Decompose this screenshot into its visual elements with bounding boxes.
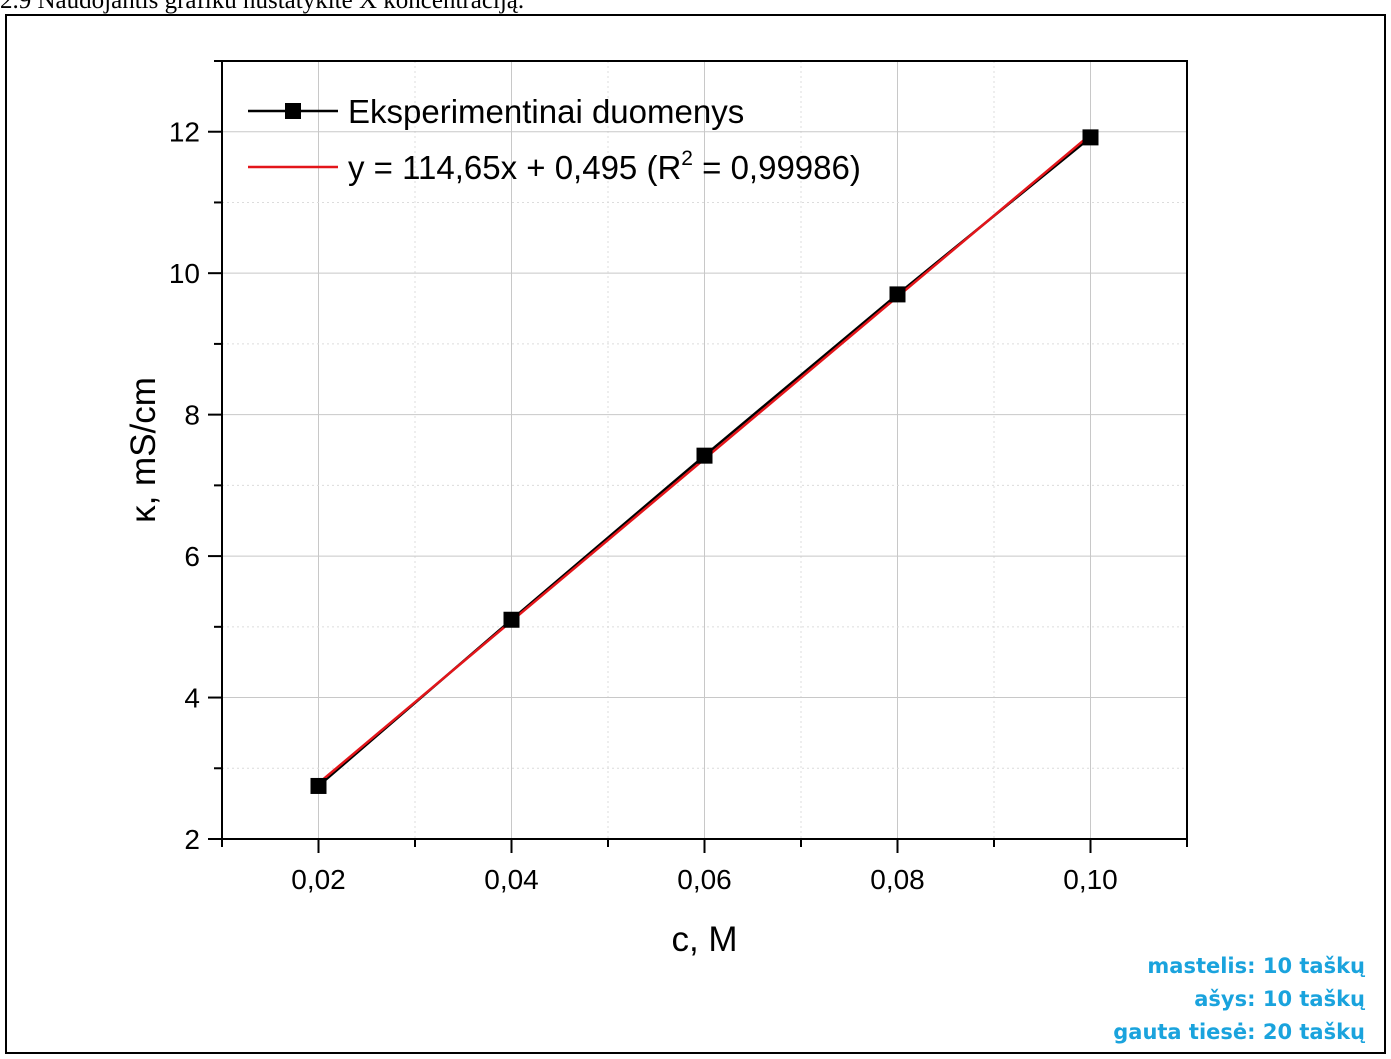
x-axis-title: c, M: [671, 920, 737, 959]
score-axes: ašys: 10 taškų: [1194, 987, 1365, 1011]
legend-marker-experimental: [285, 103, 301, 119]
data-point-marker: [310, 777, 327, 794]
answer-frame: [5, 14, 1386, 1054]
y-tick-label: 4: [184, 683, 200, 714]
y-tick-label: 8: [184, 400, 200, 431]
data-point-marker: [503, 611, 520, 628]
x-tick-label: 0,04: [484, 864, 539, 895]
y-tick-label: 2: [184, 824, 200, 855]
y-axis-title: κ, mS/cm: [124, 377, 163, 523]
question-heading: 2.9 Naudojantis grafiku nustatykite X ko…: [0, 0, 525, 14]
grading-scores: mastelis: 10 taškų ašys: 10 taškų gauta …: [1113, 950, 1365, 1049]
score-scale: mastelis: 10 taškų: [1147, 954, 1365, 978]
y-tick-label: 12: [169, 117, 200, 148]
data-point-marker: [1082, 129, 1099, 146]
score-line: gauta tiesė: 20 taškų: [1113, 1020, 1365, 1044]
legend-label-fit: y = 114,65x + 0,495 (R2 = 0,99986): [348, 147, 861, 186]
data-point-marker: [889, 286, 906, 303]
x-tick-label: 0,02: [291, 864, 346, 895]
x-tick-label: 0,06: [677, 864, 732, 895]
x-tick-label: 0,08: [870, 864, 925, 895]
x-tick-label: 0,10: [1063, 864, 1118, 895]
y-tick-label: 10: [169, 258, 200, 289]
y-tick-label: 6: [184, 541, 200, 572]
legend-label-experimental: Eksperimentinai duomenys: [348, 93, 744, 130]
data-point-marker: [696, 447, 713, 464]
